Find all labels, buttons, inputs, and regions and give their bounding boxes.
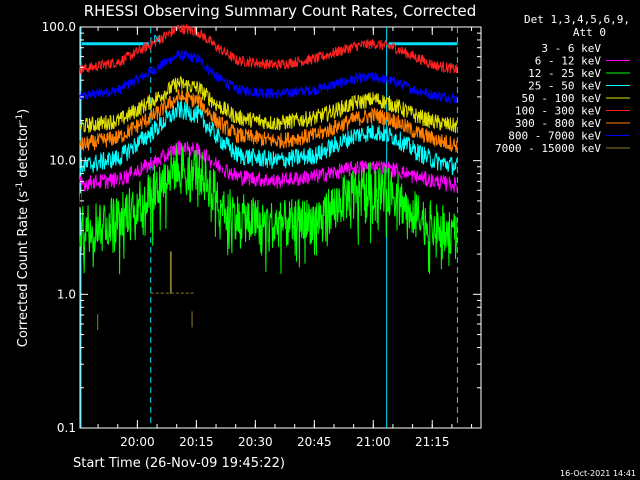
series-line (79, 143, 458, 275)
series-lines (79, 23, 458, 331)
series-line (79, 149, 458, 239)
series-line (79, 23, 458, 76)
legend-entry-label: 7000 - 15000 keV (495, 142, 601, 155)
legend-title-line-2: Att 0 (573, 26, 606, 39)
x-axis: 20:00 20:15 20:30 20:45 21:00 21:15 (97, 27, 473, 449)
series-line (79, 100, 458, 176)
series-line (79, 88, 458, 153)
x-tick-label: 20:15 (179, 435, 214, 449)
timestamp: 16-Oct-2021 14:41 (560, 469, 636, 478)
series-line (169, 251, 172, 294)
x-tick-label: 20:30 (238, 435, 273, 449)
y-tick-label: 0.1 (57, 421, 76, 435)
chart-title: RHESSI Observing Summary Count Rates, Co… (84, 2, 477, 20)
plot-area (79, 23, 482, 429)
legend-entry-label: 25 - 50 keV (528, 80, 601, 93)
legend-entry-label: 300 - 800 keV (515, 117, 601, 130)
x-tick-label: 20:00 (120, 435, 155, 449)
x-axis-label: Start Time (26-Nov-09 19:45:22) (73, 456, 285, 471)
legend-entry-label: 100 - 300 keV (515, 105, 601, 118)
legend-entry-label: 3 - 6 keV (541, 42, 601, 55)
x-tick-label: 20:45 (297, 435, 332, 449)
flag-label-n: N (153, 34, 160, 45)
y-tick-label: 10.0 (49, 154, 76, 168)
series-line (79, 75, 458, 134)
x-tick-label: 21:15 (415, 435, 450, 449)
y-axis: 0.1 1.0 10.0 100.0 (42, 20, 481, 435)
y-tick-label: 100.0 (42, 20, 76, 34)
legend-entry-label: 12 - 25 keV (528, 67, 601, 80)
series-line (79, 49, 458, 104)
y-tick-label: 1.0 (57, 287, 76, 301)
y-axis-label: Corrected Count Rate (s-1 detector-1) (15, 109, 31, 347)
plot-frame (79, 26, 482, 429)
x-tick-label: 21:00 (356, 435, 391, 449)
legend-entry-label: 800 - 7000 keV (508, 130, 601, 143)
legend-entry-label: 6 - 12 keV (535, 55, 602, 68)
legend-title-line-1: Det 1,3,4,5,6,9, (524, 13, 630, 26)
legend-entry-label: 50 - 100 keV (522, 92, 602, 105)
